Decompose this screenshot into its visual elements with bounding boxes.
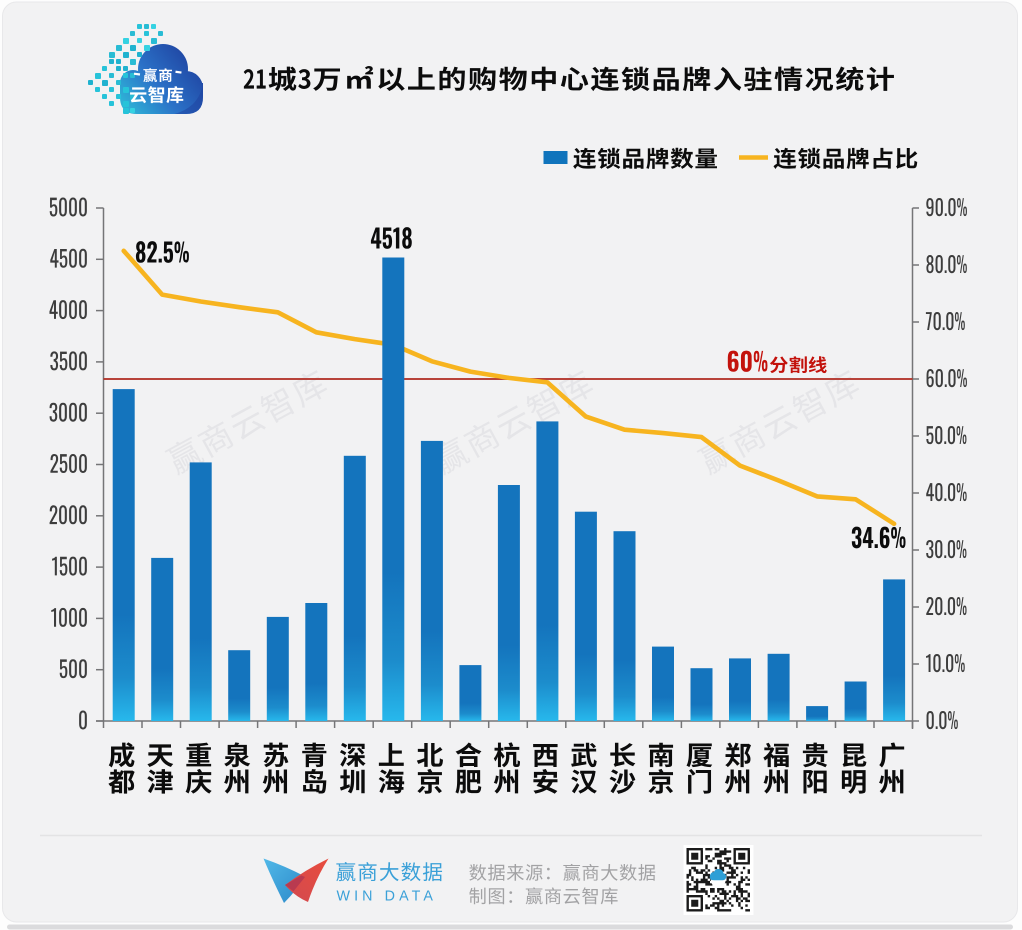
svg-text:WIN DATA: WIN DATA (337, 889, 438, 905)
